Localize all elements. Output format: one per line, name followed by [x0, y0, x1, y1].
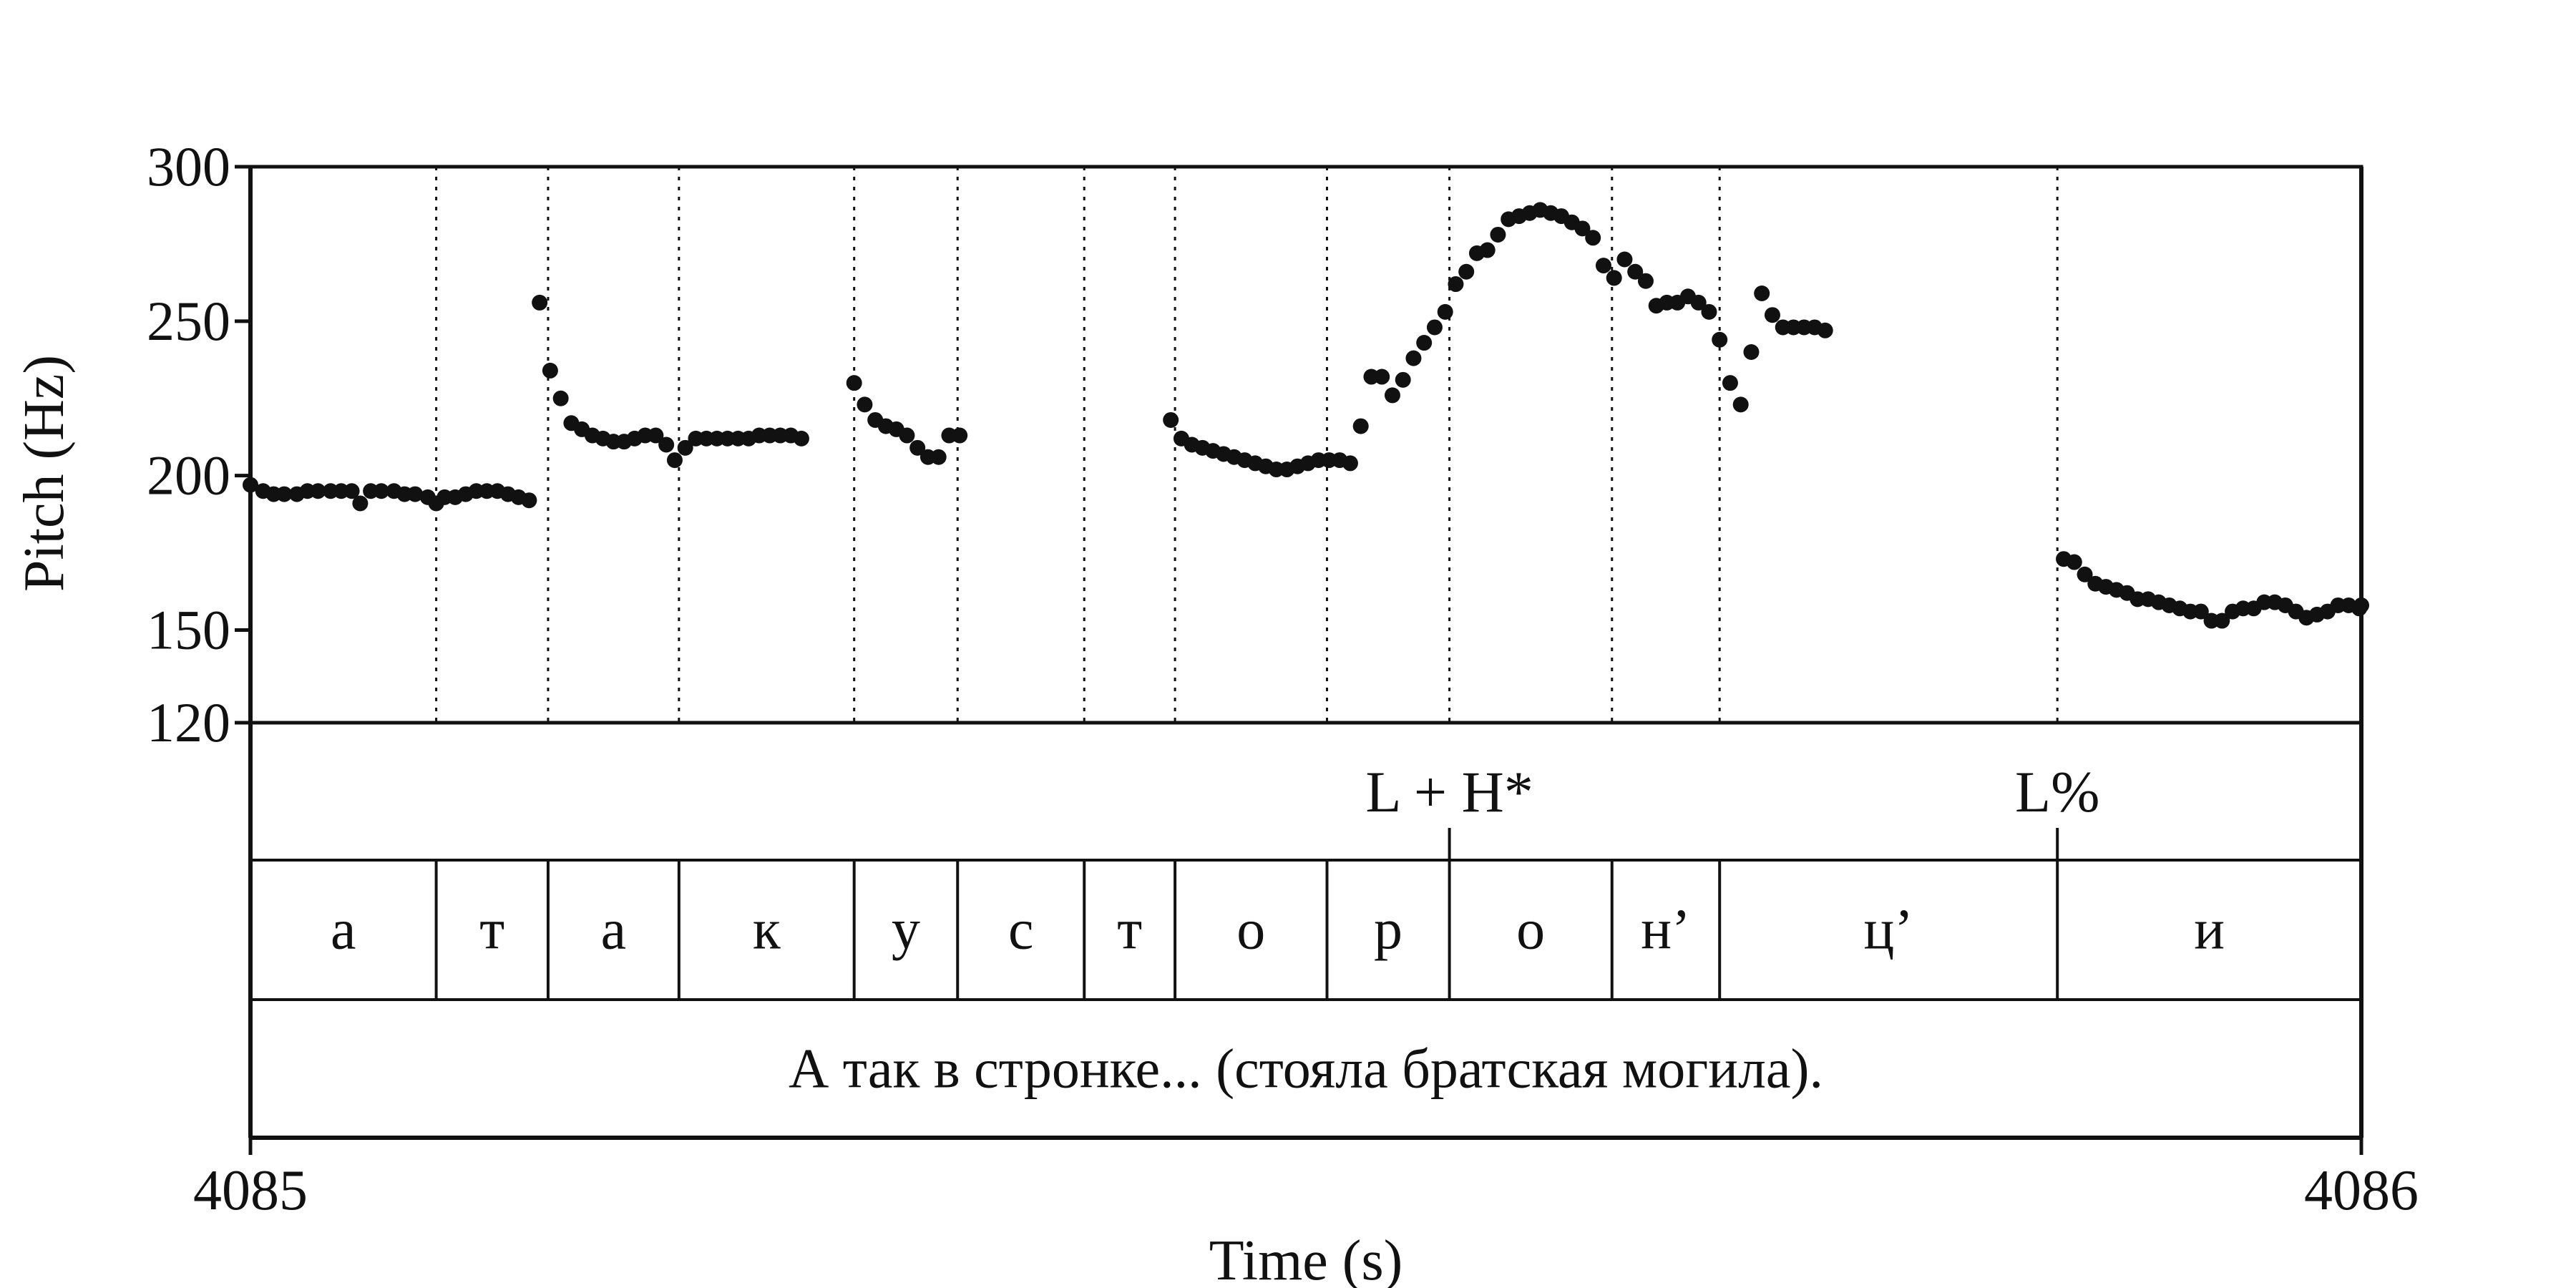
x-axis-label: Time (s) — [1209, 1229, 1402, 1288]
pitch-point — [276, 486, 293, 502]
pitch-point — [1416, 335, 1433, 351]
pitch-point — [1754, 285, 1770, 301]
tone-label: L% — [2015, 759, 2099, 824]
segment-label: у — [892, 899, 920, 962]
y-tick-label: 150 — [147, 599, 230, 661]
x-tick-label: 4085 — [193, 1159, 308, 1222]
segment-label: о — [1516, 899, 1545, 962]
segment-label: т — [479, 899, 504, 962]
tone-label: L + H* — [1365, 759, 1533, 824]
pitch-point — [1690, 294, 1707, 311]
pitch-point — [1606, 270, 1622, 286]
pitch-point — [1712, 331, 1728, 348]
y-tick-label: 300 — [147, 135, 230, 197]
pitch-point — [542, 362, 558, 379]
pitch-point — [846, 375, 862, 391]
pitch-point — [1743, 344, 1760, 360]
pitch-point — [1616, 251, 1633, 268]
pitch-point — [1163, 411, 1179, 428]
pitch-point — [666, 452, 683, 469]
segment-label: а — [331, 899, 356, 962]
pitch-point — [1458, 263, 1475, 280]
pitch-point — [899, 427, 915, 444]
pitch-point — [1574, 220, 1591, 237]
pitch-point — [1479, 242, 1496, 258]
pitch-point — [1437, 303, 1453, 320]
pitch-point — [2214, 613, 2230, 629]
pitch-point — [1384, 387, 1400, 404]
pitch-point — [1722, 375, 1738, 391]
pitch-point — [407, 486, 424, 502]
segment-label: н’ — [1641, 899, 1690, 962]
pitch-point — [1732, 396, 1749, 413]
pitch-point — [1627, 263, 1644, 280]
pitch-point — [677, 439, 693, 456]
pitch-point — [2192, 603, 2209, 620]
y-tick-label: 200 — [147, 444, 230, 507]
pitch-point — [1701, 303, 1717, 320]
pitch-point — [1395, 371, 1411, 388]
pitch-point — [343, 483, 360, 499]
segment-label: к — [753, 899, 781, 962]
pitch-point — [552, 390, 569, 406]
words-tier-text: А так в стронке... (стояла братская моги… — [789, 1038, 1823, 1100]
segment-label: а — [601, 899, 627, 962]
pitch-point — [521, 492, 537, 509]
pitch-point — [1585, 230, 1601, 246]
pitch-point — [793, 430, 809, 447]
pitch-point — [648, 427, 664, 444]
pitch-point — [658, 436, 675, 453]
segment-label: р — [1374, 899, 1402, 962]
pitch-point — [1374, 369, 1390, 385]
pitch-point — [1817, 322, 1833, 338]
segment-label: т — [1117, 899, 1142, 962]
pitch-point — [373, 483, 389, 499]
pitch-point — [352, 495, 369, 512]
pitch-point — [1342, 455, 1358, 472]
pitch-point — [930, 449, 947, 465]
pitch-panel-frame — [248, 165, 2363, 725]
segment-label: ц’ — [1863, 899, 1913, 962]
pitch-panel: 300 250 200 150 120 — [147, 135, 2369, 753]
pitch-point — [1764, 307, 1780, 323]
axes-labels: Time (s) Pitch (Hz) — [13, 355, 1402, 1288]
y-tick-label: 250 — [147, 290, 230, 352]
pitch-point — [1426, 319, 1443, 336]
pitch-point — [1352, 418, 1369, 434]
segments-tier-frame — [249, 859, 2363, 1001]
pitch-point — [2066, 554, 2082, 570]
pitch-point — [857, 396, 873, 413]
pitch-point — [310, 483, 326, 499]
pitch-point — [1637, 273, 1654, 289]
segment-label: и — [2194, 899, 2225, 962]
annotation-tiers: L + H* L% а т а к у с т о р о н’ ц’ и А так в стронке..… — [193, 167, 2419, 1222]
y-axis-label: Pitch (Hz) — [13, 355, 76, 592]
pitch-point — [1405, 350, 1422, 366]
pitch-point — [1448, 276, 1464, 293]
pitch-point — [952, 427, 968, 444]
segment-label: о — [1236, 899, 1265, 962]
y-tick-label: 120 — [147, 691, 230, 753]
pitch-point — [1595, 258, 1611, 274]
pitch-point — [2077, 566, 2093, 582]
x-tick-label: 4086 — [2304, 1159, 2419, 1222]
pitch-point — [532, 294, 548, 311]
pitch-point — [909, 439, 926, 456]
pitch-point — [1490, 226, 1506, 243]
segment-label: с — [1008, 899, 1034, 962]
